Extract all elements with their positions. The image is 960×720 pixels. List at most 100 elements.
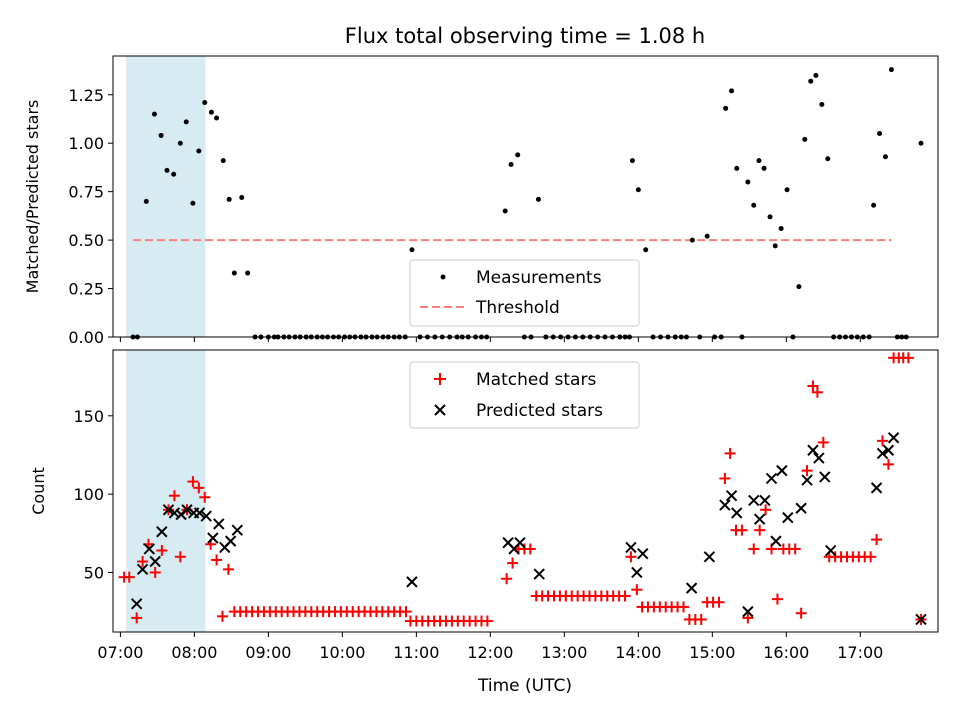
measurement-point — [813, 72, 819, 78]
matched-point — [760, 504, 772, 516]
bottom-panel: 50 100 150 07:00 08:00 09:00 10:00 11:00 12:00 1… — [29, 349, 939, 696]
top-y-tick-label: 0.75 — [68, 183, 104, 202]
predicted-point — [631, 566, 643, 579]
predicted-point — [887, 432, 900, 444]
predicted-point — [143, 543, 155, 555]
predicted-point — [776, 464, 788, 477]
matched-point — [156, 545, 168, 557]
predicted-point — [168, 507, 181, 519]
matched-point — [865, 551, 877, 563]
measurement-point — [772, 243, 778, 249]
matched-point — [771, 593, 783, 605]
predicted-point — [753, 513, 766, 525]
bottom-plot-frame — [112, 349, 939, 633]
matched-point — [677, 601, 689, 613]
legend-threshold-label: Threshold — [475, 298, 560, 318]
measurement-point — [143, 198, 149, 204]
measurement-point — [871, 202, 877, 208]
predicted-point — [819, 471, 831, 483]
measurement-point — [151, 111, 157, 117]
measurement-point — [635, 187, 641, 193]
measurement-point — [629, 158, 635, 164]
matched-point — [817, 436, 829, 448]
matched-point — [902, 352, 914, 364]
matched-point — [713, 596, 725, 608]
matched-point — [501, 573, 513, 585]
measurement-point — [808, 78, 814, 84]
matched-point — [882, 458, 894, 470]
matched-point — [801, 465, 813, 477]
x-tick-label: 13:00 — [541, 643, 587, 662]
measurement-point — [819, 101, 825, 107]
matched-point — [168, 490, 180, 502]
measurement-point — [171, 171, 177, 177]
matched-point — [724, 447, 736, 459]
matched-point — [131, 612, 143, 624]
top-y-tick-label: 0.25 — [68, 280, 104, 299]
x-tick-label: 15:00 — [689, 643, 735, 662]
bottom-x-ticks: 07:00 08:00 09:00 10:00 11:00 12:00 13:00 14:00… — [97, 632, 883, 662]
bottom-y-ticks: 50 100 150 — [73, 407, 113, 582]
matched-point — [742, 612, 754, 624]
legend-matched-marker — [434, 373, 446, 385]
predicted-point — [162, 504, 175, 516]
measurement-point — [756, 158, 762, 164]
measurement-point — [877, 131, 883, 137]
measurement-point — [888, 67, 894, 73]
measurement-point — [751, 202, 757, 208]
top-y-axis-label: Matched/Predicted stars — [23, 100, 42, 294]
predicted-point — [703, 551, 716, 563]
predicted-point — [130, 598, 143, 610]
measurement-point — [409, 247, 415, 253]
measurement-point — [689, 237, 695, 243]
measurement-point — [745, 179, 751, 185]
matched-point — [217, 610, 229, 622]
predicted-point — [759, 494, 771, 507]
measurement-point — [729, 88, 735, 94]
measurement-point — [882, 154, 888, 160]
predicted-point — [915, 613, 927, 626]
matched-point — [789, 543, 801, 555]
top-panel: 0.00 0.25 0.50 0.75 1.00 1.25 Matched/Predict… — [23, 55, 939, 347]
predicted-point — [782, 511, 794, 524]
matched-point — [481, 615, 493, 627]
predicted-point — [765, 472, 778, 485]
matched-point — [193, 482, 205, 494]
matched-point — [631, 584, 643, 596]
predicted-point — [533, 568, 545, 580]
x-tick-label: 16:00 — [763, 643, 809, 662]
measurement-point — [796, 284, 802, 290]
measurement-point — [802, 136, 808, 142]
predicted-point — [224, 535, 237, 547]
matched-point — [137, 556, 149, 567]
top-y-tick-label: 1.25 — [68, 86, 104, 105]
legend-matched-label: Matched stars — [476, 370, 596, 390]
measurement-point — [734, 165, 740, 171]
matched-point — [187, 476, 199, 488]
measurement-point — [226, 196, 232, 202]
bottom-y-tick-label: 150 — [73, 407, 104, 426]
predicted-points — [130, 432, 927, 626]
matched-point — [524, 543, 536, 555]
measurement-point — [202, 100, 208, 106]
matched-point — [754, 524, 766, 536]
x-tick-label: 14:00 — [615, 643, 661, 662]
bottom-legend: Matched stars Predicted stars — [409, 361, 640, 429]
predicted-point — [181, 504, 193, 516]
matched-point — [400, 606, 412, 618]
measurement-point — [245, 270, 251, 276]
measurement-point — [208, 109, 214, 115]
predicted-point — [801, 474, 813, 486]
measurement-point — [704, 233, 710, 239]
x-tick-label: 09:00 — [245, 643, 291, 662]
matched-point — [719, 472, 731, 484]
matched-point — [619, 590, 631, 602]
measurement-point — [508, 162, 514, 168]
predicted-point — [200, 510, 212, 522]
bottom-legend-box — [409, 361, 640, 429]
measurement-point — [778, 225, 784, 231]
matched-point — [174, 551, 186, 563]
measurement-point — [220, 158, 226, 164]
matched-point — [199, 491, 211, 503]
matched-point — [123, 571, 135, 583]
